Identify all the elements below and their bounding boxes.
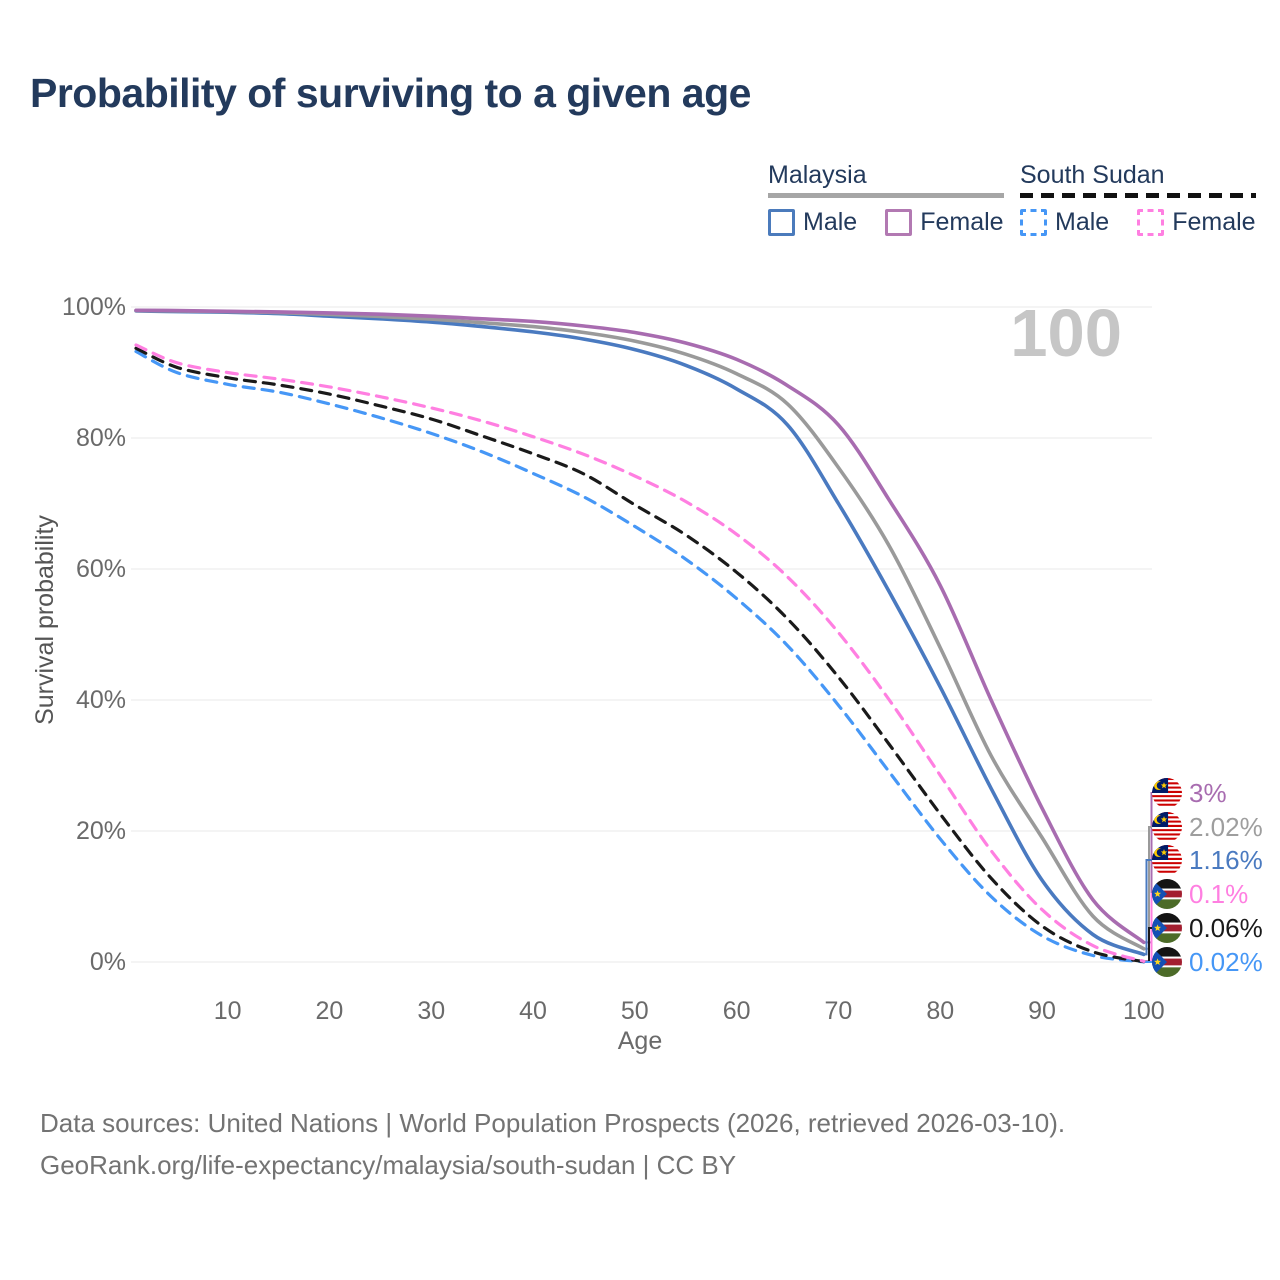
legend-item-malaysia-male[interactable]: Male bbox=[768, 208, 857, 237]
survival-curve-south-sudan-female[interactable] bbox=[134, 343, 1146, 963]
south-sudan-flag-icon bbox=[1152, 913, 1182, 943]
legend-swatch-malaysia-male bbox=[768, 209, 795, 236]
end-label-value: 0.1% bbox=[1189, 878, 1249, 909]
legend-country-label: South Sudan bbox=[1020, 161, 1165, 189]
survival-curve-south-sudan-male[interactable] bbox=[134, 349, 1146, 964]
south-sudan-flag-icon bbox=[1152, 947, 1182, 977]
x-tick-label: 80 bbox=[926, 997, 955, 1025]
legend-item-label: Male bbox=[803, 208, 858, 236]
x-tick-label: 10 bbox=[213, 997, 242, 1025]
legend-item-malaysia-female[interactable]: Female bbox=[885, 208, 1004, 237]
end-label-value: 1.16% bbox=[1189, 844, 1263, 875]
x-tick-label: 70 bbox=[824, 997, 853, 1025]
legend-country-label: Malaysia bbox=[768, 161, 867, 189]
end-label-row[interactable]: 2.02% bbox=[1152, 811, 1263, 843]
south-sudan-flag-icon bbox=[1152, 879, 1182, 909]
legend-swatch-south-sudan-male bbox=[1020, 209, 1047, 236]
x-axis-title: Age bbox=[617, 1027, 663, 1055]
end-label-value: 2.02% bbox=[1189, 811, 1263, 842]
legend-underline-solid bbox=[768, 193, 1004, 198]
y-tick-label: 20% bbox=[75, 817, 126, 845]
y-tick-label: 80% bbox=[75, 424, 126, 452]
malaysia-flag-icon bbox=[1152, 845, 1182, 875]
legend-underline-dashed bbox=[1020, 193, 1256, 198]
legend-item-label: Female bbox=[920, 208, 1004, 236]
x-tick-label: 20 bbox=[315, 997, 344, 1025]
end-label-row[interactable]: 0.1% bbox=[1152, 878, 1248, 910]
footer-line-1: Data sources: United Nations | World Pop… bbox=[40, 1108, 1066, 1138]
x-tick-label: 30 bbox=[417, 997, 446, 1025]
legend-swatch-south-sudan-female bbox=[1137, 209, 1165, 236]
legend-item-label: Male bbox=[1055, 208, 1110, 236]
malaysia-flag-icon bbox=[1152, 778, 1182, 808]
legend-group-malaysia: Malaysia Male Female bbox=[768, 161, 1004, 237]
end-label-value: 0.02% bbox=[1189, 946, 1263, 977]
end-label-value: 0.06% bbox=[1189, 912, 1263, 943]
malaysia-flag-icon bbox=[1152, 812, 1182, 842]
legend-item-label: Female bbox=[1172, 208, 1256, 236]
x-tick-label: 60 bbox=[722, 997, 751, 1025]
legend-group-south-sudan: South Sudan Male Female bbox=[1020, 161, 1256, 237]
legend-swatch-malaysia-female bbox=[885, 209, 913, 236]
survival-curve-south-sudan-both-sexes[interactable] bbox=[134, 346, 1146, 964]
x-tick-label: 40 bbox=[519, 997, 547, 1025]
y-tick-label: 100% bbox=[62, 293, 126, 321]
footer-line-2: GeoRank.org/life-expectancy/malaysia/sou… bbox=[40, 1150, 737, 1180]
y-tick-label: 60% bbox=[75, 555, 126, 583]
survival-curve-malaysia-male[interactable] bbox=[134, 309, 1146, 957]
x-tick-label: 90 bbox=[1028, 997, 1056, 1025]
watermark-100: 100 bbox=[1010, 296, 1122, 371]
y-axis-title: Survival probability bbox=[31, 515, 59, 725]
legend-item-south-sudan-female[interactable]: Female bbox=[1137, 208, 1256, 237]
end-label-row[interactable]: 1.16% bbox=[1152, 844, 1263, 876]
x-tick-label: 50 bbox=[620, 997, 649, 1025]
end-label-value: 3% bbox=[1189, 777, 1227, 808]
end-label-row[interactable]: 0.06% bbox=[1152, 912, 1263, 944]
x-tick-label: 100 bbox=[1122, 997, 1165, 1025]
y-tick-label: 40% bbox=[75, 686, 126, 714]
page-title: Probability of surviving to a given age bbox=[30, 70, 751, 116]
end-label-row[interactable]: 3% bbox=[1152, 777, 1227, 809]
end-label-row[interactable]: 0.02% bbox=[1152, 946, 1263, 978]
y-tick-label: 0% bbox=[89, 948, 126, 976]
survival-curve-malaysia-female[interactable] bbox=[134, 308, 1146, 945]
legend-item-south-sudan-male[interactable]: Male bbox=[1020, 208, 1109, 237]
